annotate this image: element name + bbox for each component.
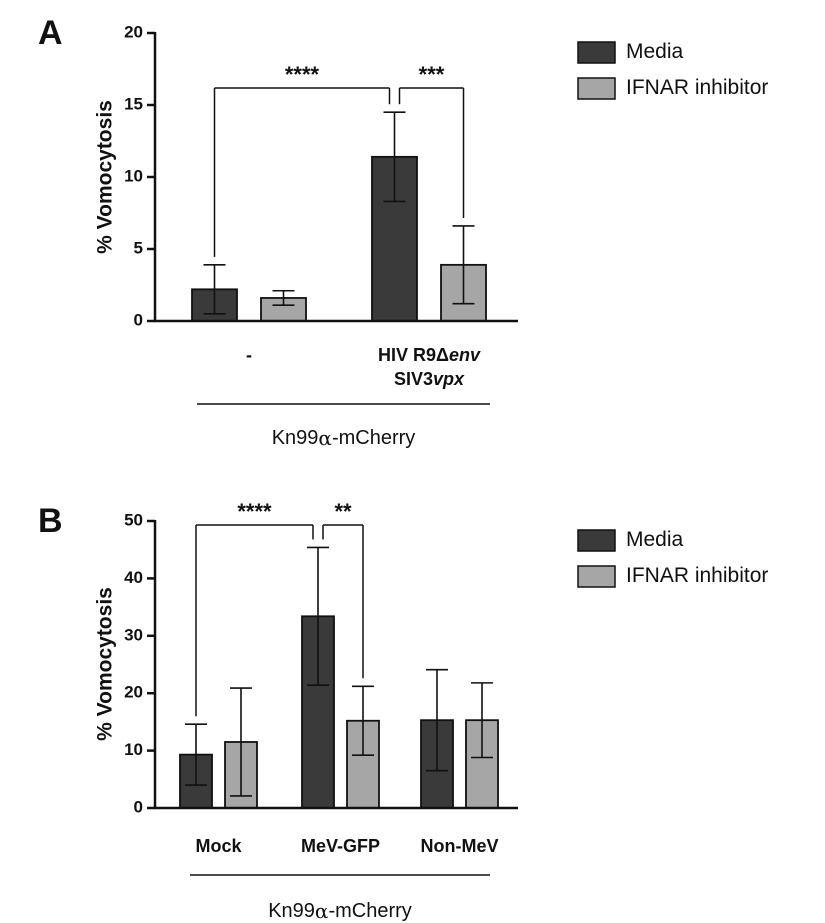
y-axis-title: % Vomocytosis bbox=[94, 100, 117, 254]
category-label-part: Non-MeV bbox=[421, 836, 499, 856]
category-label: Non-MeV bbox=[421, 836, 499, 856]
group-label: Kn99α-mCherry bbox=[268, 899, 412, 923]
group-label-prefix: Kn99 bbox=[268, 900, 315, 922]
category-label-part: - bbox=[246, 345, 252, 365]
significance-bracket: **** bbox=[195, 499, 314, 717]
significance-label: *** bbox=[419, 62, 445, 87]
category-label-part: vpx bbox=[433, 369, 465, 389]
category-label: HIV R9Δenv bbox=[378, 345, 481, 365]
category-label-part: SIV3 bbox=[394, 369, 433, 389]
panel-A: A 0 5 10 15 20 % Vomocytosis - HIV R9Δenv SIV3vpx… bbox=[38, 14, 768, 450]
legend-label: Media bbox=[626, 40, 684, 63]
legend-label: Media bbox=[626, 528, 684, 551]
category-label-part: env bbox=[449, 345, 481, 365]
significance-label: ** bbox=[334, 499, 352, 524]
significance-label: **** bbox=[237, 499, 272, 524]
y-axis-title: % Vomocytosis bbox=[94, 587, 117, 741]
category-label: - bbox=[246, 345, 252, 365]
y-tick-label: 10 bbox=[124, 740, 143, 759]
y-tick-label: 20 bbox=[124, 22, 143, 41]
category-label-part: Mock bbox=[195, 836, 242, 856]
category-label-part: MeV-GFP bbox=[301, 836, 380, 856]
y-tick-label: 50 bbox=[124, 510, 143, 529]
category-label: SIV3vpx bbox=[394, 369, 465, 389]
legend-swatch bbox=[577, 77, 616, 100]
y-tick-label: 10 bbox=[124, 166, 143, 185]
y-tick-label: 15 bbox=[124, 94, 143, 113]
legend-swatch bbox=[577, 529, 616, 552]
group-label-suffix: -mCherry bbox=[332, 427, 415, 449]
group-label-suffix: -mCherry bbox=[328, 900, 411, 922]
significance-bracket: **** bbox=[213, 62, 391, 257]
y-tick-label: 0 bbox=[134, 797, 143, 816]
y-tick-label: 5 bbox=[134, 238, 143, 257]
group-label-prefix: Kn99 bbox=[272, 427, 319, 449]
category-label: MeV-GFP bbox=[301, 836, 380, 856]
legend: Media IFNAR inhibitor bbox=[577, 40, 768, 100]
y-tick-label: 40 bbox=[124, 568, 143, 587]
legend-label: IFNAR inhibitor bbox=[626, 564, 768, 587]
legend: Media IFNAR inhibitor bbox=[577, 528, 768, 588]
panel-letter: B bbox=[38, 502, 63, 540]
panel-B: B 0 10 20 30 40 50 % Vomocytosis Mock MeV-GFP Non-… bbox=[38, 499, 768, 923]
legend-swatch bbox=[577, 565, 616, 588]
category-label-part: HIV R9Δ bbox=[378, 345, 449, 365]
group-label-greek: α bbox=[315, 899, 329, 923]
group-label: Kn99α-mCherry bbox=[272, 426, 416, 450]
significance-bracket: *** bbox=[398, 62, 465, 218]
y-tick-label: 30 bbox=[124, 625, 143, 644]
legend-swatch bbox=[577, 41, 616, 64]
significance-bracket: ** bbox=[322, 499, 364, 679]
significance-label: **** bbox=[285, 62, 320, 87]
group-label-greek: α bbox=[318, 426, 332, 450]
y-tick-label: 0 bbox=[134, 310, 143, 329]
category-label: Mock bbox=[195, 836, 242, 856]
legend-label: IFNAR inhibitor bbox=[626, 76, 768, 99]
panel-letter: A bbox=[38, 14, 63, 52]
y-tick-label: 20 bbox=[124, 683, 143, 702]
